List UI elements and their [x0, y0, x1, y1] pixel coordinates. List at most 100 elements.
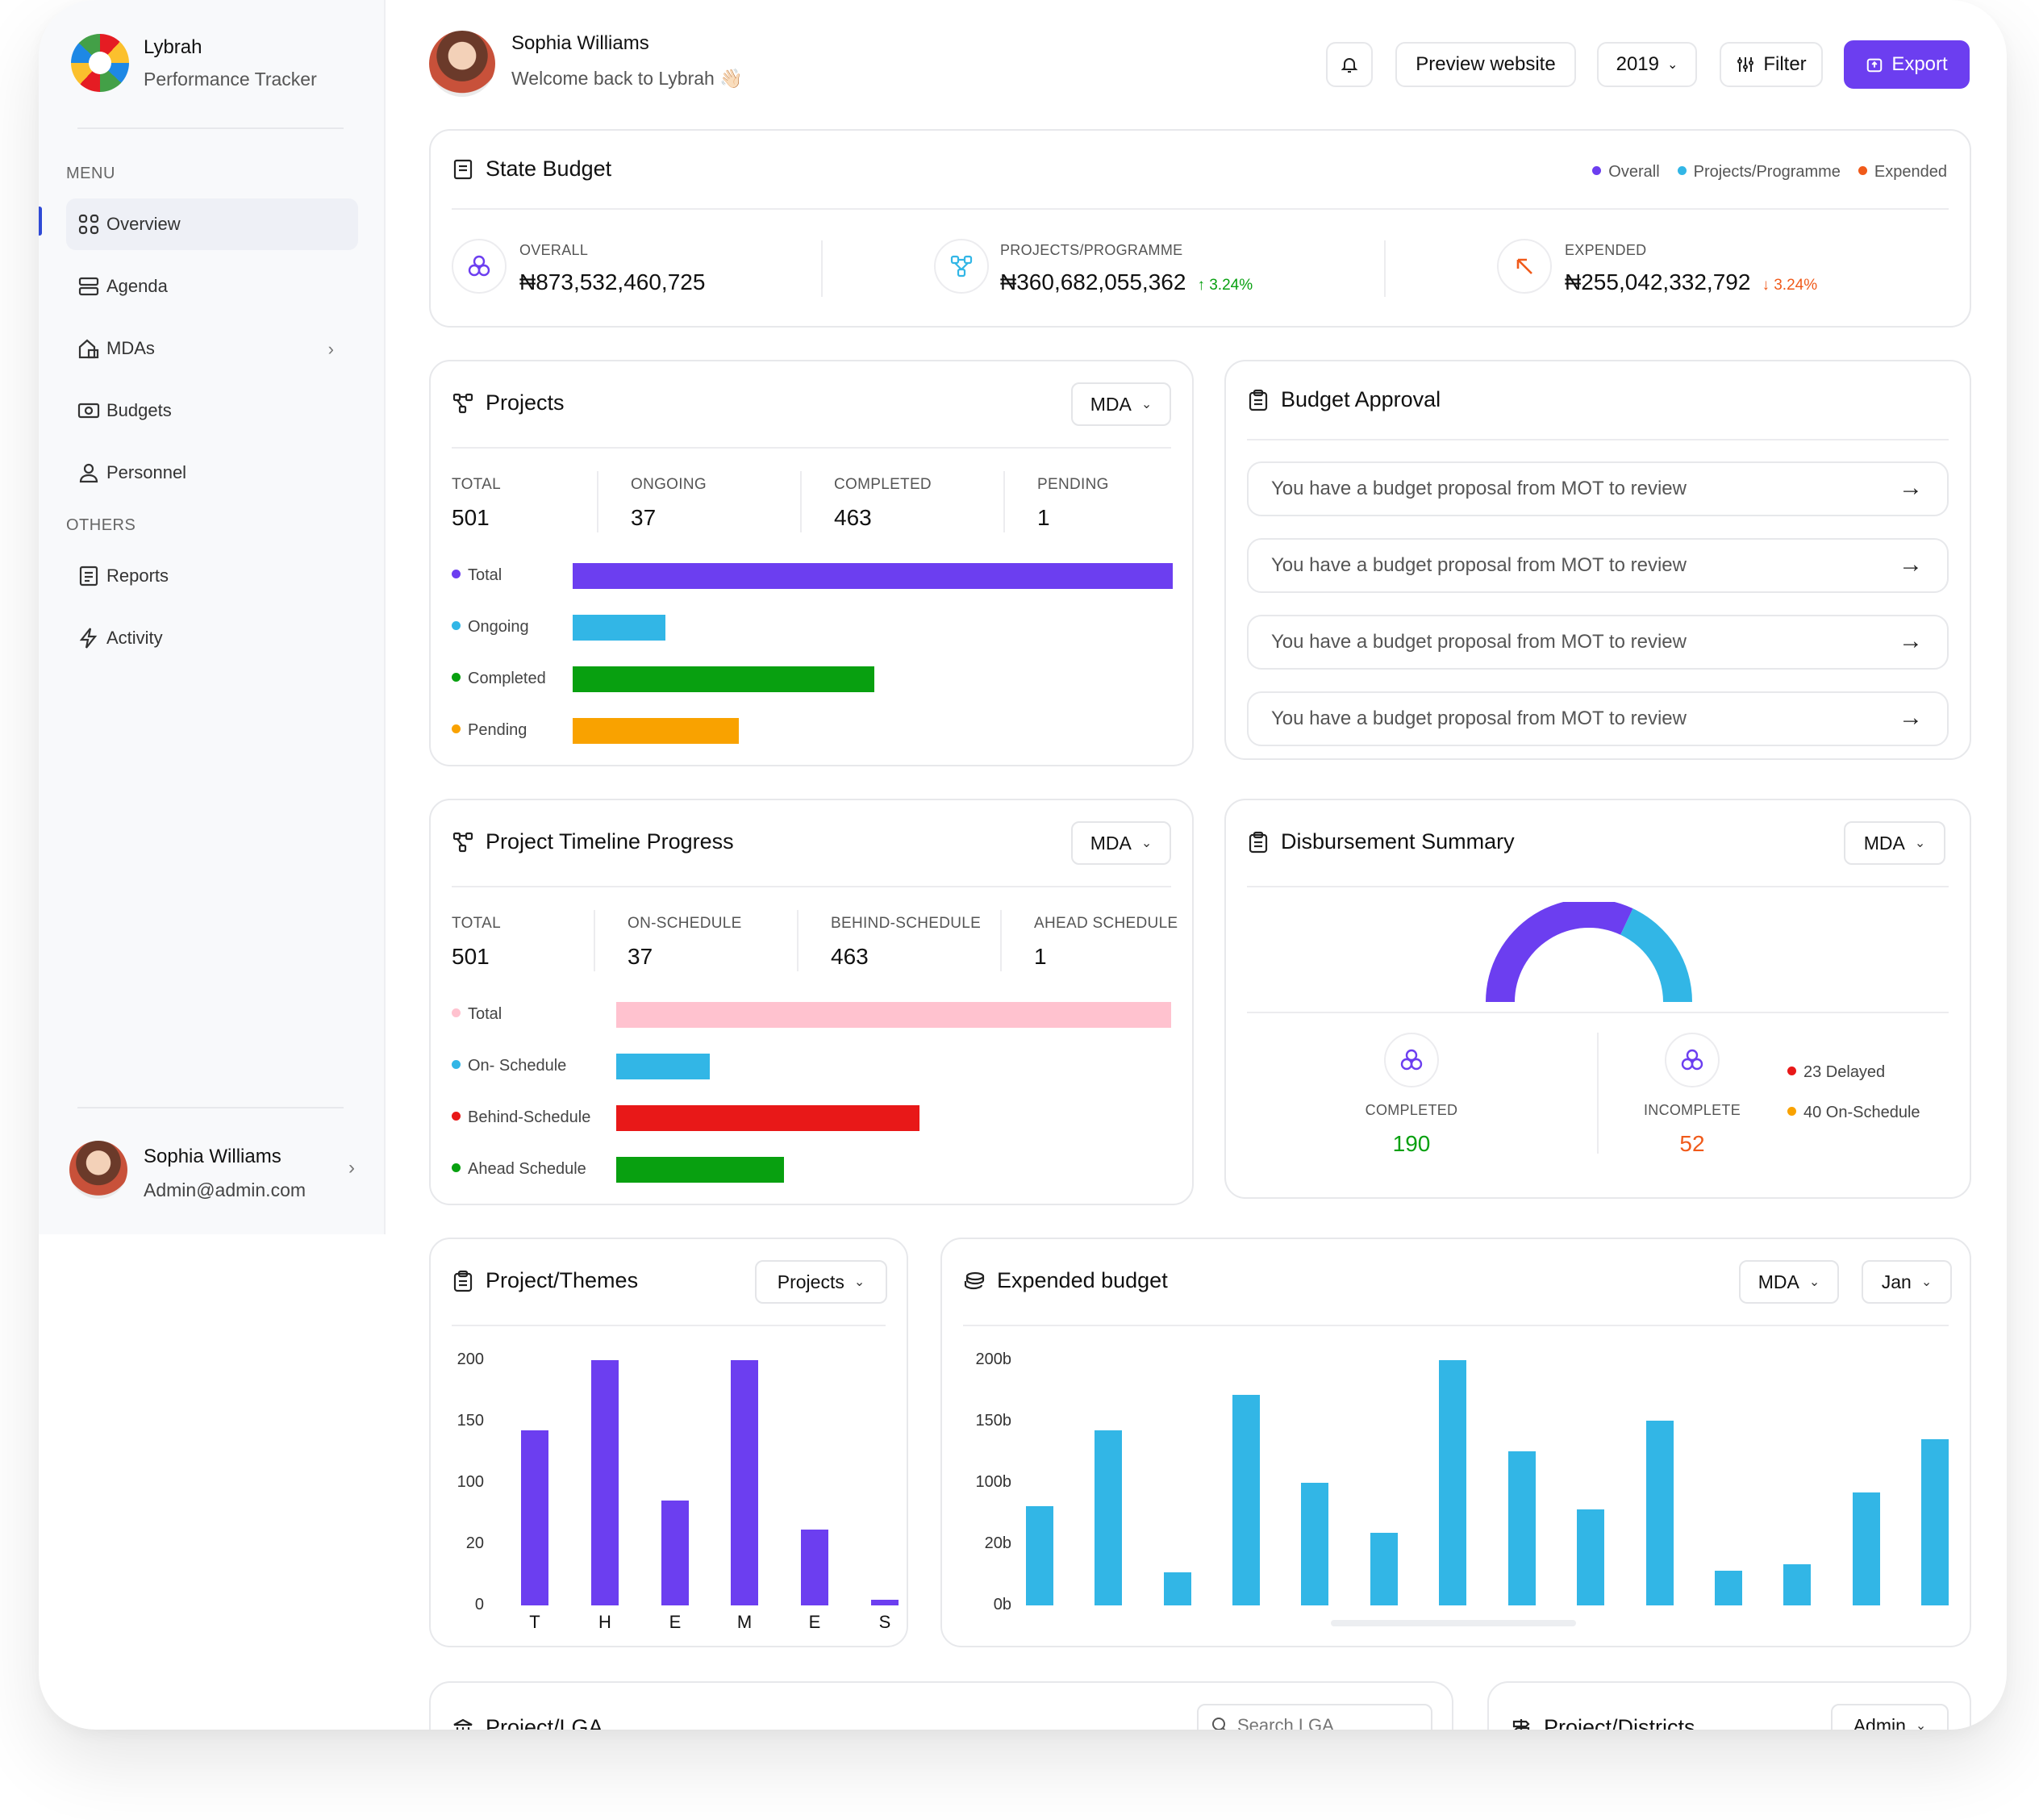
arrow-right-icon: → — [1899, 551, 1923, 578]
expended-mda-select[interactable]: MDA ⌄ — [1739, 1260, 1839, 1304]
search-lga-input[interactable] — [1237, 1715, 1415, 1730]
projects-mda-select[interactable]: MDA ⌄ — [1071, 382, 1171, 426]
approval-item[interactable]: You have a budget proposal from MOT to r… — [1247, 691, 1949, 746]
sidebar-item-overview[interactable]: Overview — [66, 198, 358, 250]
sliders-icon — [1737, 57, 1754, 72]
x-tick-label: S — [878, 1612, 891, 1632]
horizontal-scrollbar[interactable] — [1331, 1620, 1576, 1626]
state-budget-legend: Overall Projects/Programme Expended — [1592, 163, 1947, 182]
preview-website-button[interactable]: Preview website — [1395, 42, 1576, 87]
chevron-down-icon: ⌄ — [1140, 398, 1153, 411]
sidebar-item-reports[interactable]: Reports — [66, 550, 358, 602]
divider — [77, 1107, 344, 1108]
export-button[interactable]: Export — [1844, 40, 1970, 89]
disbursement-mda-select[interactable]: MDA ⌄ — [1844, 821, 1945, 865]
gauge-incomplete-arc — [1620, 908, 1692, 1002]
projects-value: ₦360,682,055,362 — [1000, 269, 1186, 294]
coins-icon — [964, 1271, 985, 1289]
expended-month-select[interactable]: Jan ⌄ — [1862, 1260, 1952, 1304]
metric-label: AHEAD SCHEDULE — [1034, 915, 1178, 932]
y-tick-label: 100 — [457, 1473, 484, 1491]
signpost-icon — [1512, 1718, 1530, 1730]
card-title: Project/LGA — [452, 1715, 603, 1730]
approval-item[interactable]: You have a budget proposal from MOT to r… — [1247, 615, 1949, 670]
districts-admin-select[interactable]: Admin ⌄ — [1831, 1704, 1949, 1730]
clipboard-icon — [1249, 831, 1268, 853]
sidebar-item-budgets[interactable]: Budgets — [66, 385, 358, 436]
approval-item[interactable]: You have a budget proposal from MOT to r… — [1247, 538, 1949, 593]
chart-bar — [1370, 1533, 1398, 1605]
divider — [1597, 1033, 1599, 1154]
chart-bar — [1026, 1506, 1053, 1605]
timeline-bar — [616, 1157, 784, 1183]
sidebar-item-label: Activity — [106, 628, 163, 648]
projects-value-row: ₦360,682,055,362 ↑ 3.24% — [1000, 269, 1253, 295]
metric-label: ONGOING — [631, 476, 707, 493]
export-label: Export — [1891, 53, 1948, 75]
search-lga-field[interactable] — [1197, 1704, 1432, 1730]
app-name: Lybrah — [144, 35, 202, 58]
select-value: Jan — [1881, 1271, 1912, 1292]
chart-bar — [1164, 1572, 1191, 1605]
timeline-bar-label: Behind-Schedule — [452, 1108, 590, 1127]
legend-dot — [452, 673, 461, 682]
districts-card: Project/Districts Admin ⌄ — [1487, 1681, 1971, 1730]
timeline-mda-select[interactable]: MDA ⌄ — [1071, 821, 1171, 865]
divider — [800, 471, 802, 532]
chart-bar — [1646, 1421, 1674, 1605]
card-title: Expended budget — [963, 1268, 1168, 1293]
themes-projects-select[interactable]: Projects ⌄ — [755, 1260, 887, 1304]
building-icon — [78, 339, 99, 359]
header-user-name: Sophia Williams — [511, 32, 649, 54]
legend-item: Projects/Programme — [1677, 163, 1841, 182]
filter-button[interactable]: Filter — [1720, 42, 1823, 87]
incomplete-value: 52 — [1679, 1131, 1705, 1156]
chart-bar — [731, 1360, 758, 1605]
divider — [1384, 240, 1386, 297]
year-select[interactable]: 2019 ⌄ — [1597, 42, 1697, 87]
notification-button[interactable] — [1326, 42, 1373, 87]
clipboard-icon — [1249, 389, 1268, 411]
sidebar: Lybrah Performance Tracker MENU Overview… — [39, 0, 386, 1234]
expended-title: Expended budget — [997, 1268, 1168, 1292]
bell-icon — [1341, 58, 1358, 73]
arrow-right-icon: → — [1899, 704, 1923, 731]
menu-section-label: MENU — [66, 165, 115, 182]
arrow-up-icon: ↑ — [1197, 277, 1205, 294]
x-tick-label: E — [808, 1612, 821, 1632]
sidebar-item-personnel[interactable]: Personnel — [66, 447, 358, 499]
brand: Lybrah Performance Tracker — [71, 34, 317, 92]
year-value: 2019 — [1616, 53, 1659, 75]
projects-bar — [573, 563, 1173, 589]
sidebar-item-agenda[interactable]: Agenda — [66, 261, 358, 312]
sidebar-item-mdas[interactable]: MDAs › — [66, 323, 358, 374]
y-tick-label: 20 — [465, 1534, 484, 1552]
chart-bar — [1577, 1509, 1604, 1605]
approval-item[interactable]: You have a budget proposal from MOT to r… — [1247, 461, 1949, 516]
chevron-down-icon: ⌄ — [853, 1275, 865, 1289]
plot-area — [1005, 1360, 1970, 1605]
projects-title: Projects — [486, 390, 565, 415]
timeline-bar-label: On- Schedule — [452, 1057, 566, 1075]
metric-value: 1 — [1034, 944, 1047, 969]
incomplete-label: INCOMPLETE — [1643, 1102, 1741, 1118]
projects-label: PROJECTS/PROGRAMME — [1000, 242, 1183, 258]
select-value: MDA — [1090, 832, 1132, 854]
chart-bar — [1232, 1395, 1260, 1605]
y-tick-label: 100b — [975, 1473, 1012, 1491]
card-title: Budget Approval — [1247, 387, 1441, 412]
completed-value: 190 — [1392, 1131, 1431, 1156]
completed-icon — [1384, 1033, 1439, 1087]
chart-bar — [661, 1501, 689, 1605]
sidebar-user[interactable]: Sophia Williams Admin@admin.com › — [69, 1134, 360, 1207]
select-value: Admin — [1853, 1714, 1906, 1730]
overall-value: ₦873,532,460,725 — [519, 269, 706, 294]
legend-dot — [452, 1112, 461, 1121]
timeline-title: Project Timeline Progress — [486, 829, 734, 854]
approval-text: You have a budget proposal from MOT to r… — [1271, 708, 1687, 729]
disbursement-title: Disbursement Summary — [1281, 829, 1515, 854]
budget-approval-title: Budget Approval — [1281, 387, 1441, 411]
sidebar-item-activity[interactable]: Activity — [66, 612, 358, 664]
incomplete-icon — [1665, 1033, 1720, 1087]
projects-bar-label: Pending — [452, 721, 527, 740]
